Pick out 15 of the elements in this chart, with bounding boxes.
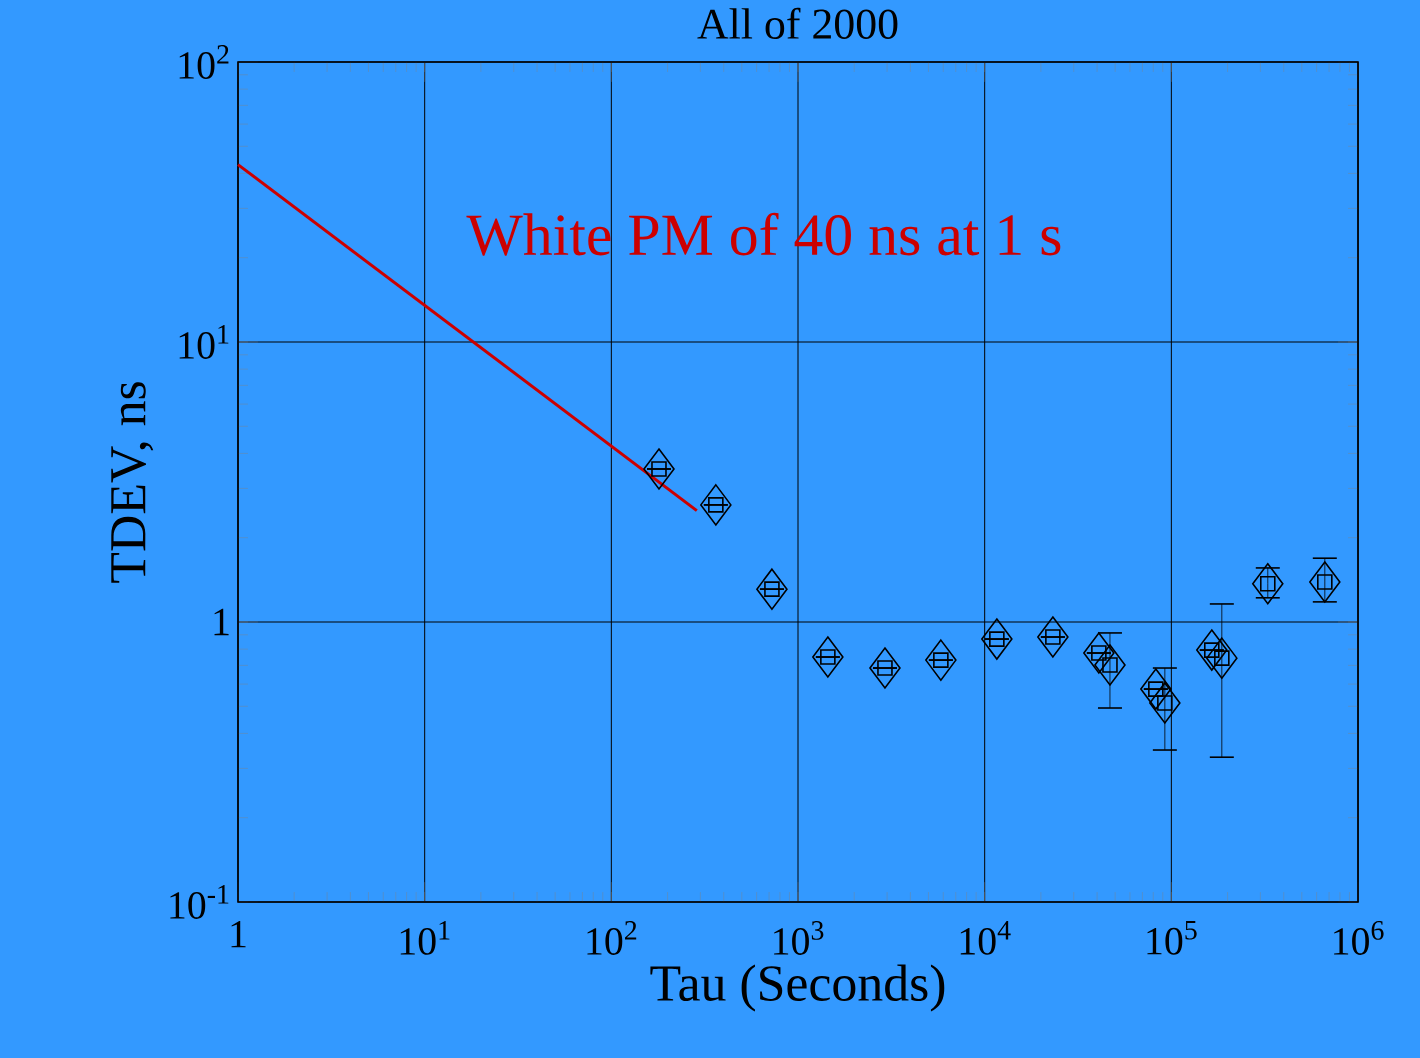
x-tick-label: 10$^{1}$ (400, 921, 450, 955)
x-tick-label: 10$^{6}$ (1334, 921, 1384, 955)
y-tick-label: 10$^{1}$ (179, 325, 229, 359)
x-tick-label: 10$^{2}$ (587, 921, 637, 955)
x-axis-title: Tau (Seconds) (650, 964, 945, 1012)
y-tick-label: 10$^{2}$ (179, 45, 229, 79)
chart-title: All of 2000 (697, 7, 898, 40)
annotation: White PM of 40 ns at 1 s (466, 212, 1061, 256)
x-tick-label: 10$^{4}$ (960, 921, 1011, 955)
x-tick-label: 1 (231, 921, 246, 948)
y-tick-label: 1 (214, 608, 229, 636)
y-tick-label: 10$^{-1}$ (170, 885, 229, 919)
x-tick-label: 10$^{5}$ (1147, 921, 1197, 955)
x-tick-label: 10$^{3}$ (774, 921, 824, 955)
y-axis-title: TDEV, ns (111, 382, 154, 583)
